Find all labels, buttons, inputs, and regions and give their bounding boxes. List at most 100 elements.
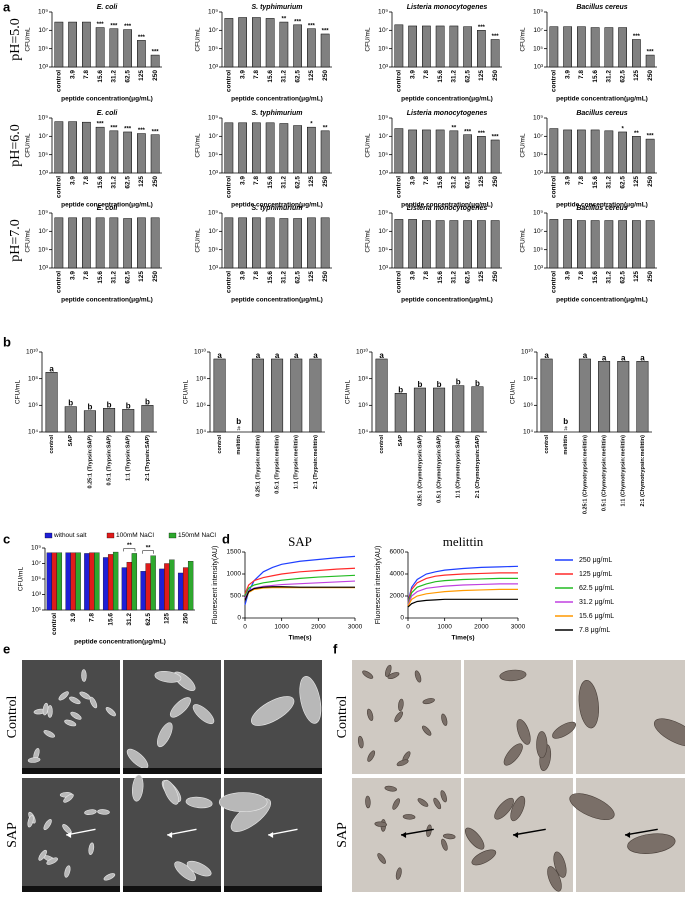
x-tick-label: 62.5 [124,271,131,284]
bar [540,358,553,433]
annotation: *** [308,23,316,29]
x-axis-label: peptide concentration(μg/mL) [231,297,323,304]
bacterium [398,698,404,712]
y-tick-label: 10⁶ [523,402,533,409]
y-tick-label: 0 [237,615,241,622]
x-axis-label: peptide concentration(μg/mL) [61,202,153,209]
x-tick-label: control [217,435,223,454]
x-tick-label: 1:1 (Trypsin:SAP) [126,435,132,481]
bacterium [299,675,322,724]
bar [477,30,486,68]
y-tick-label: 6000 [390,549,405,556]
x-tick-label: 2:1 (Chymotrypsin:melittin) [640,435,646,507]
panel-label: d [222,531,230,546]
x-axis-label: peptide concentration(μg/mL) [61,96,153,103]
y-tick-label: 10³ [379,64,389,71]
chart-title: E. coli [97,4,119,11]
x-tick-label: 3.9 [69,176,76,185]
x-tick-label: 62.5 [464,271,471,284]
legend-label: 150mM NaCl [178,532,216,539]
x-tick-label: 0.25:1 (Trypsin:SAP) [87,435,93,489]
row-label: SAP [335,822,350,848]
y-axis-label: CFU/mL [520,228,527,253]
bar [54,217,64,269]
bar [251,358,264,433]
x-tick-label: 125 [138,70,145,81]
bar [577,26,586,68]
bacterium [503,743,523,766]
y-tick-label: 10⁵ [378,246,388,253]
bar [293,218,302,269]
x-tick-label: 3000 [511,624,526,631]
x-tick-label: 15.6 [107,613,114,626]
y-tick-label: 10⁵ [208,151,218,158]
bar [150,134,160,174]
annotation: b [563,417,568,426]
bacterium [536,731,548,759]
bacterium [442,833,456,840]
x-tick-label: 250 [492,271,499,282]
bar [238,217,247,269]
x-tick-label: 250 [322,271,329,282]
bacterium [396,759,409,767]
bar [68,217,77,269]
x-axis-label: peptide concentration(μg/mL) [556,297,648,304]
annotation: a [640,353,645,362]
bar [307,217,316,269]
y-axis-label: CFU/mL [365,27,372,52]
bar [83,410,96,433]
bacterium [553,851,567,878]
panel-label: a [3,0,11,14]
bar [84,553,90,611]
bar [645,220,655,269]
bacterium [105,707,116,717]
x-tick-label: 7.8 [253,271,260,280]
x-tick-label: control [551,70,558,92]
y-tick-label: 10⁹ [38,115,48,122]
arrow-head [401,832,407,838]
y-tick-label: 10⁶ [358,402,368,409]
bacterium [394,711,403,723]
bar [645,54,655,68]
line-series [407,583,518,606]
x-tick-label: 7.8 [253,176,260,185]
bar [95,126,105,174]
line-series [244,574,356,597]
annotation: a [621,353,626,362]
bar [123,29,132,68]
annotation: * [621,127,624,133]
y-tick-label: 10⁴ [196,429,206,436]
panel-label: e [3,641,10,656]
bacterium [441,838,448,851]
y-tick-label: 10⁹ [31,545,41,552]
x-axis-label: peptide concentration(μg/mL) [401,297,493,304]
y-tick-label: 10¹⁰ [356,348,368,356]
x-tick-label: 7.8 [83,176,90,185]
y-tick-label: 10⁹ [533,210,543,217]
y-tick-label: 10⁵ [38,151,48,158]
annotation: b [145,397,150,406]
y-tick-label: 10¹ [32,607,42,614]
legend-label: without salt [53,532,87,539]
bar [577,220,586,269]
bar [577,129,586,174]
x-tick-label: 125 [138,271,145,282]
chart-title: Listeria monocytogenes [407,4,488,11]
bacterium [365,795,371,809]
scale-bar-strip [22,886,120,892]
x-tick-label: control [56,176,63,198]
annotation: a [583,351,588,360]
y-tick-label: 10³ [534,64,544,71]
bar [604,220,614,269]
y-tick-label: 10⁴ [523,429,533,436]
bacterium [552,721,577,739]
bar [271,358,284,433]
x-tick-label: 250 [492,70,499,81]
x-tick-label: 3.9 [69,70,76,79]
y-tick-label: 10⁹ [533,9,543,16]
x-tick-label: 15.6 [267,70,274,83]
x-tick-label: 1000 [437,624,452,631]
significance-bracket [123,548,136,552]
bacterium [38,849,47,861]
line-series [407,565,519,602]
